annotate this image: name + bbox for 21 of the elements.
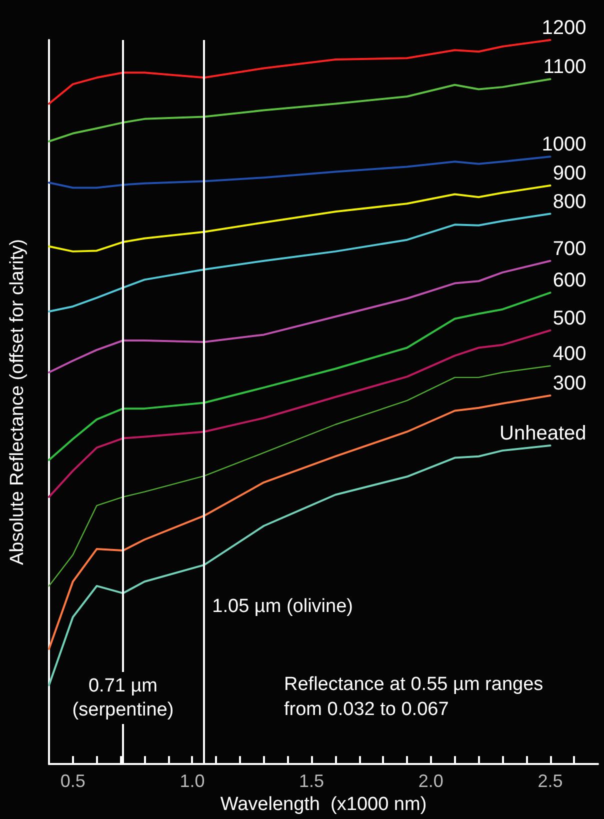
x-tick-label: 0.5 [60, 771, 86, 792]
series-label: 1200 [542, 17, 586, 39]
y-axis-title: Absolute Reflectance (offset for clarity) [7, 239, 28, 566]
annotation: Reflectance at 0.55 µm ranges from 0.032 to 0.067 [284, 674, 548, 720]
x-tick-label: 1.5 [299, 771, 324, 792]
x-axis-title: Wavelength (x1000 nm) [220, 794, 427, 815]
ref-line-label: 1.05 µm (olivine) [212, 596, 353, 617]
x-tick-label: 2.5 [538, 771, 563, 792]
series-label: 600 [552, 270, 586, 292]
series-label: 800 [552, 190, 586, 213]
x-tick-label: 1.0 [180, 771, 205, 792]
series-label: 900 [552, 162, 586, 185]
series-label: 300 [552, 372, 586, 395]
series-label: 1100 [543, 56, 586, 78]
x-tick-label: 2.0 [418, 771, 444, 792]
series-label: 1000 [542, 134, 586, 156]
series-label: 700 [552, 238, 586, 260]
series-label: 400 [552, 342, 586, 365]
series-label: 500 [552, 307, 586, 330]
ref-line-label: 0.71 µm (serpentine) [72, 676, 174, 720]
series-label: Unheated [500, 422, 586, 444]
